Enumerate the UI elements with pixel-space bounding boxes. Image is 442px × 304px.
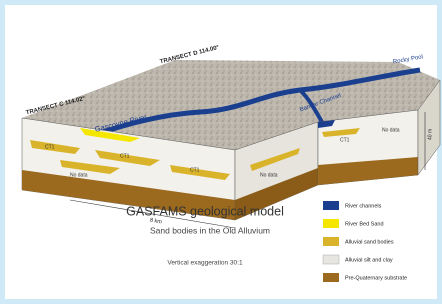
legend-label: Pre-Quaternary substrate [345,275,407,281]
face-label: CT1 [120,153,130,159]
face-label: CT1 [45,144,55,150]
legend-swatch [323,201,339,210]
face-label: No data [382,127,400,133]
face-label: No data [70,172,88,178]
legend-label: Alluvial sand bodies [345,239,394,245]
face-label: CT1 [190,167,200,173]
screenshot: TRANSECT D 114.00° TRANSECT C 114.02° Ga… [0,0,442,304]
scale-label: 40 m [427,129,433,140]
face-label: No data [260,172,278,178]
subtitle: Sand bodies in the Old Alluvium [150,225,270,235]
legend-swatch [323,237,339,246]
title: GASFAMS geological model [126,204,284,218]
legend-label: Alluvial silt and clay [345,257,393,263]
face-label: CT1 [340,137,350,143]
legend-swatch [323,219,339,228]
legend-swatch [323,255,339,264]
legend-label: River channels [345,203,382,209]
note: Vertical exaggeration 30:1 [167,260,243,267]
legend-label: River Bed Sand [345,221,384,227]
legend-swatch [323,273,339,282]
